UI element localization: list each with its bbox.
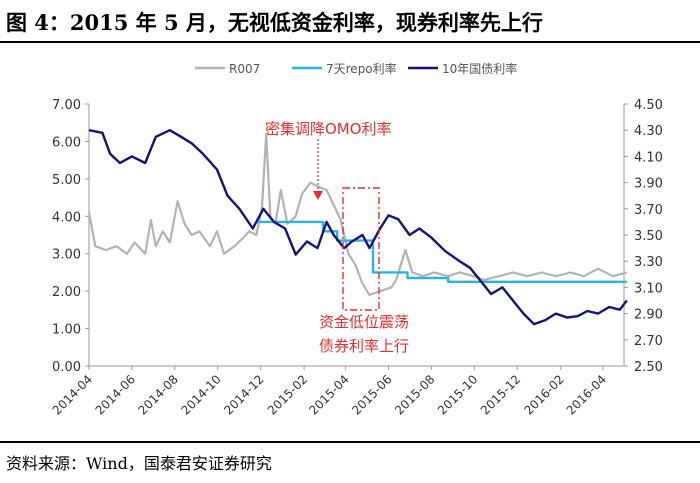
chart-legend: R007 7天repo利率 10年国债利率 <box>195 61 517 76</box>
y-right-tick-label: 4.30 <box>634 124 663 139</box>
y-right-tick-label: 3.70 <box>634 203 663 218</box>
y-right-tick-label: 3.90 <box>634 177 663 192</box>
x-tick-label: 2015-04 <box>306 372 351 417</box>
title-rule <box>0 41 700 43</box>
annotation-omo-text: 密集调降OMO利率 <box>265 120 392 138</box>
line-chart: R007 7天repo利率 10年国债利率 0.00 1.00 2.00 3.00 4.00… <box>50 61 663 418</box>
y-left-tick-label: 7.00 <box>52 98 81 113</box>
x-tick-label: 2014-10 <box>178 372 223 417</box>
y-left-tick-label: 6.00 <box>52 135 81 150</box>
legend-label: R007 <box>229 62 260 76</box>
source-note: 资料来源：Wind，国泰君安证券研究 <box>6 454 272 473</box>
y-left-tick-label: 0.00 <box>52 360 81 375</box>
y-right-tick-label: 4.10 <box>634 150 663 165</box>
x-tick-label: 2014-08 <box>136 372 181 417</box>
y-left-tick-label: 3.00 <box>52 248 81 263</box>
x-tick-label: 2014-06 <box>93 372 138 417</box>
y-left-tick-label: 1.00 <box>52 323 81 338</box>
legend-label: 7天repo利率 <box>326 61 397 76</box>
figure-title-bar: 图 4：2015 年 5 月，无视低资金利率，现券利率先上行 <box>0 0 700 42</box>
x-tick-label: 2015-06 <box>349 372 394 417</box>
y-left-tick-label: 2.00 <box>52 285 81 300</box>
y-right-tick-label: 2.90 <box>634 308 663 323</box>
x-tick-label: 2015-08 <box>392 372 437 417</box>
y-left-tick-label: 5.00 <box>52 173 81 188</box>
chart-axes: 0.00 1.00 2.00 3.00 4.00 5.00 6.00 7.00 2.50 2.70… <box>50 98 663 418</box>
series-r007-line <box>87 132 628 296</box>
y-right-tick-label: 2.50 <box>634 360 663 375</box>
series-bond-line <box>88 129 628 326</box>
annotation-range-box <box>342 187 380 311</box>
x-tick-label: 2016-04 <box>564 372 609 417</box>
x-tick-label: 2015-02 <box>265 372 310 417</box>
x-tick-label: 2014-12 <box>221 372 266 417</box>
y-right-tick-label: 2.70 <box>634 334 663 349</box>
annotation-range-text: 资金低位震荡 <box>319 313 409 331</box>
y-left-tick-label: 4.00 <box>52 210 81 225</box>
annotation-omo-arrowhead <box>313 191 323 200</box>
x-tick-label: 2015-12 <box>478 372 523 417</box>
y-right-tick-label: 3.10 <box>634 281 663 296</box>
x-tick-label: 2014-04 <box>50 372 95 417</box>
y-right-tick-label: 4.50 <box>634 98 663 113</box>
x-tick-label: 2016-02 <box>521 372 566 417</box>
x-tick-label: 2015-10 <box>435 372 480 417</box>
figure-title: 图 4：2015 年 5 月，无视低资金利率，现券利率先上行 <box>6 10 543 35</box>
source-rule <box>0 441 700 443</box>
y-right-tick-label: 3.30 <box>634 255 663 270</box>
y-right-tick-label: 3.50 <box>634 229 663 244</box>
annotation-range-text: 债券利率上行 <box>319 337 409 355</box>
chart-series <box>87 129 628 326</box>
legend-label: 10年国债利率 <box>442 61 517 76</box>
